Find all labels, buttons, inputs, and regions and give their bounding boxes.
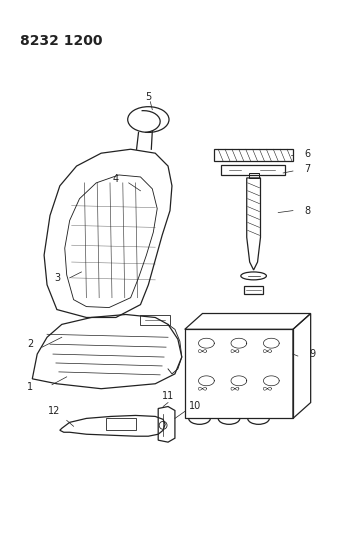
Text: 11: 11	[162, 391, 174, 401]
Text: 1: 1	[27, 382, 33, 392]
Text: 6: 6	[305, 149, 311, 159]
Text: 10: 10	[188, 400, 201, 410]
Text: 2: 2	[27, 339, 33, 349]
Text: 3: 3	[54, 273, 60, 283]
Text: 9: 9	[309, 349, 316, 359]
Text: 12: 12	[48, 407, 60, 416]
Text: 4: 4	[113, 174, 119, 184]
Text: 8232 1200: 8232 1200	[20, 35, 103, 49]
Text: 5: 5	[145, 92, 152, 102]
Text: 7: 7	[305, 164, 311, 174]
Text: 8: 8	[305, 206, 311, 215]
